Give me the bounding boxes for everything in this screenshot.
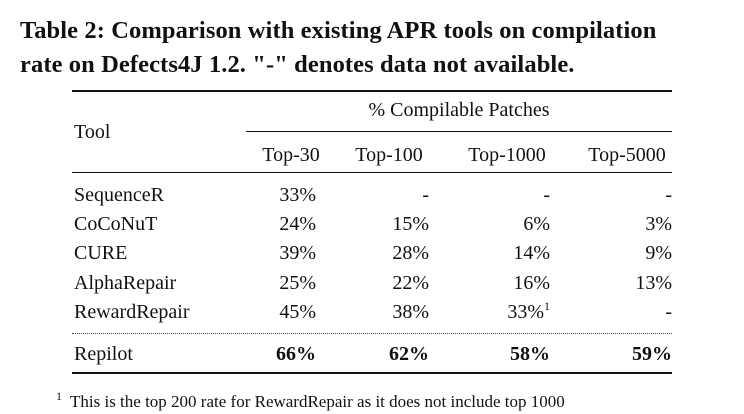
value-top-1000: 58% xyxy=(510,343,550,365)
value-top-5000: 13% xyxy=(635,272,672,294)
table-bottom-rule xyxy=(72,372,672,374)
value-top-1000-with-footnote: 33%1 xyxy=(470,300,550,324)
table-caption: Table 2: Comparison with existing APR to… xyxy=(20,14,735,82)
caption-line-1: Table 2: Comparison with existing APR to… xyxy=(20,17,657,44)
table-top-rule xyxy=(72,90,672,92)
value-top-5000: 59% xyxy=(632,343,672,365)
value-top-30: 45% xyxy=(279,301,316,323)
value-top-1000: 6% xyxy=(523,213,550,235)
value-top-100: 38% xyxy=(392,301,429,323)
value-top-30: 24% xyxy=(279,213,316,235)
tool-name: CoCoNuT xyxy=(74,213,158,235)
value-top-30: 66% xyxy=(276,343,316,365)
value-top-30: 25% xyxy=(279,272,316,294)
value-top-30: 39% xyxy=(279,242,316,264)
value-top-5000: 9% xyxy=(645,242,672,264)
column-header-top-30: Top-30 xyxy=(262,144,320,166)
value-top-100: 22% xyxy=(392,272,429,294)
value-top-100: - xyxy=(422,184,429,206)
value-top-5000: - xyxy=(665,184,672,206)
tool-name: CURE xyxy=(74,242,128,264)
column-header-top-5000: Top-5000 xyxy=(588,144,666,166)
footnote-reference: 1 xyxy=(544,299,550,313)
value-top-1000: 16% xyxy=(513,272,550,294)
value-top-100: 62% xyxy=(389,343,429,365)
tool-name: Repilot xyxy=(74,343,133,365)
value-top-5000: 3% xyxy=(645,213,672,235)
caption-line-2: rate on Defects4J 1.2. "-" denotes data … xyxy=(20,51,575,78)
value-top-30: 33% xyxy=(279,184,316,206)
table-footnote: 1 This is the top 200 rate for RewardRepa… xyxy=(56,385,565,413)
value-top-5000: - xyxy=(665,301,672,323)
group-header-rule xyxy=(246,131,672,132)
value-top-1000: - xyxy=(543,184,550,206)
tool-name: RewardRepair xyxy=(74,301,190,323)
header-bottom-rule xyxy=(72,172,672,173)
footnote-mark: 1 xyxy=(56,389,62,403)
footnote-text: This is the top 200 rate for RewardRepai… xyxy=(70,392,565,411)
value-top-100: 15% xyxy=(392,213,429,235)
tool-name: SequenceR xyxy=(74,184,164,206)
value-top-1000: 33% xyxy=(507,301,544,323)
group-header: % Compilable Patches xyxy=(368,99,550,121)
column-header-top-100: Top-100 xyxy=(355,144,423,166)
value-top-100: 28% xyxy=(392,242,429,264)
tool-name: AlphaRepair xyxy=(74,272,177,294)
tool-column-header: Tool xyxy=(74,121,111,143)
column-header-top-1000: Top-1000 xyxy=(468,144,546,166)
value-top-1000: 14% xyxy=(513,242,550,264)
dotted-separator xyxy=(72,333,672,334)
